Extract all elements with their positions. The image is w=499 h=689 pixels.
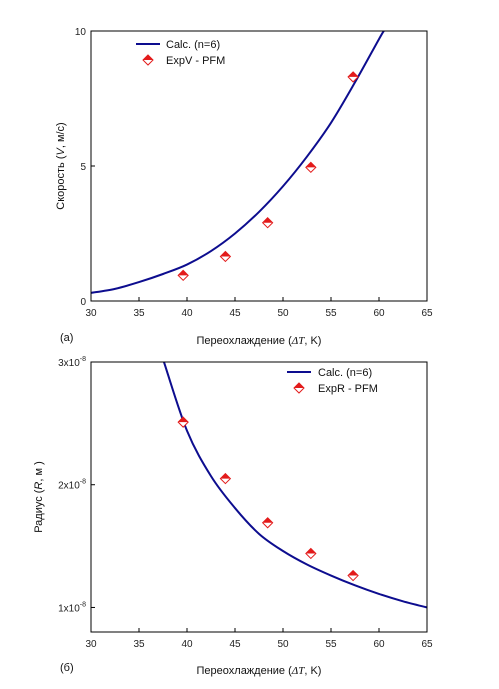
x-tick-label: 30 bbox=[85, 639, 97, 650]
y-tick-label: 5 bbox=[80, 162, 86, 173]
legend-entry-exp: ExpR - PFM bbox=[318, 383, 378, 395]
y-tick-label: 0 bbox=[80, 297, 86, 308]
x-tick-label: 35 bbox=[133, 639, 145, 650]
x-axis-label: Переохлаждение (ΔT, K) bbox=[197, 665, 322, 677]
x-tick-label: 40 bbox=[181, 639, 193, 650]
legend-entry-calc: Calc. (n=6) bbox=[166, 39, 220, 51]
x-tick-label: 65 bbox=[421, 639, 433, 650]
x-tick-label: 60 bbox=[373, 639, 385, 650]
y-axis-label: Скорость (V, м/с) bbox=[55, 122, 67, 209]
panel-label: (б) bbox=[60, 662, 74, 674]
x-tick-label: 45 bbox=[229, 639, 241, 650]
x-axis-label: Переохлаждение (ΔT, K) bbox=[197, 335, 322, 347]
x-tick-label: 45 bbox=[229, 308, 241, 319]
x-tick-label: 40 bbox=[181, 308, 193, 319]
x-tick-label: 55 bbox=[325, 308, 337, 319]
x-tick-label: 55 bbox=[325, 639, 337, 650]
x-tick-label: 35 bbox=[133, 308, 145, 319]
legend-entry-calc: Calc. (n=6) bbox=[318, 367, 372, 379]
x-tick-label: 65 bbox=[421, 308, 433, 319]
x-tick-label: 60 bbox=[373, 308, 385, 319]
x-tick-label: 50 bbox=[277, 639, 289, 650]
y-tick-label: 10 bbox=[75, 27, 87, 38]
y-axis-label: Радиус (R, м ) bbox=[33, 461, 45, 533]
x-tick-label: 50 bbox=[277, 308, 289, 319]
panel-label: (a) bbox=[60, 332, 73, 344]
x-tick-label: 30 bbox=[85, 308, 97, 319]
legend-entry-exp: ExpV - PFM bbox=[166, 55, 225, 67]
